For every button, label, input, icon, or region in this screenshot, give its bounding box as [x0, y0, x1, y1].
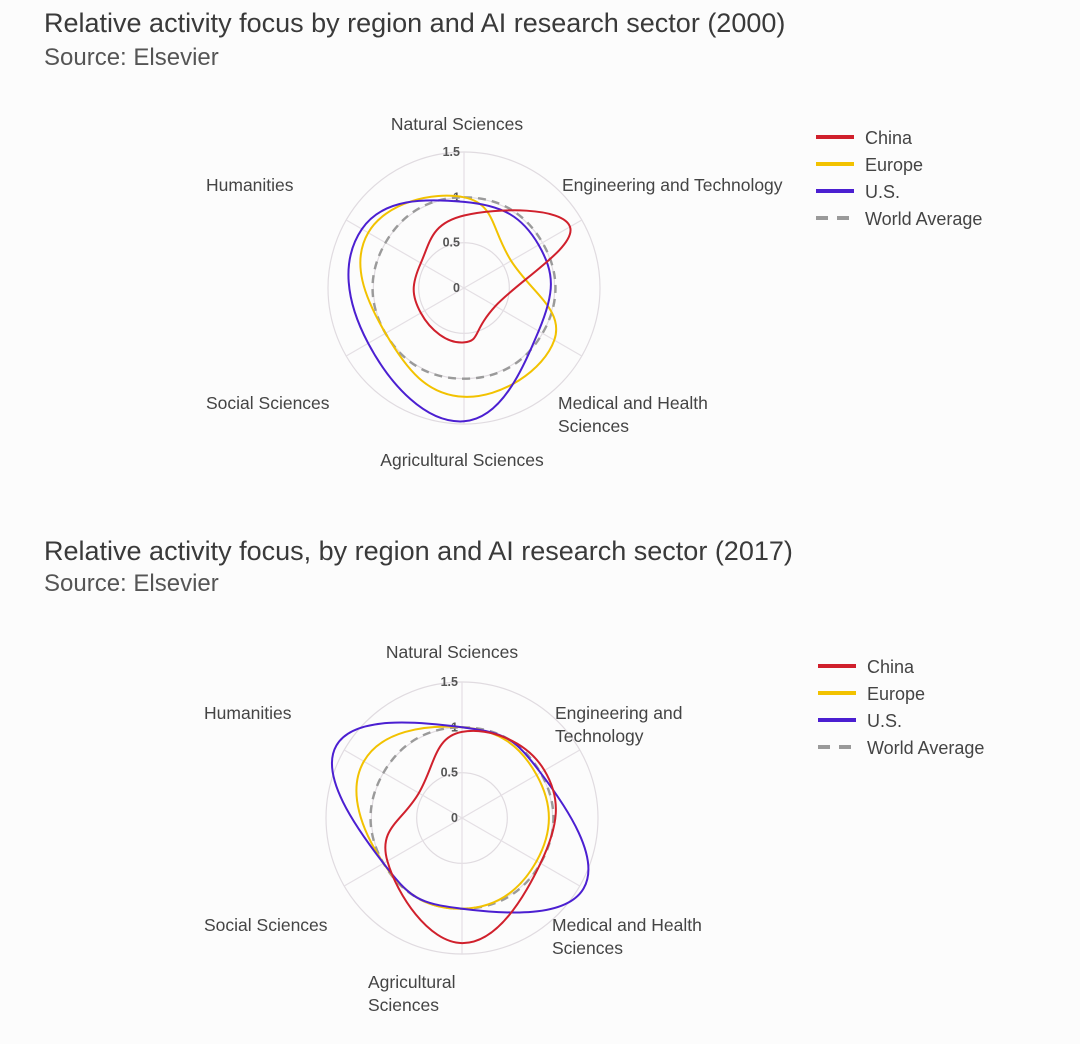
- series-line-world-average: [371, 196, 557, 380]
- tick-label: 0: [451, 811, 458, 825]
- axis-label: Social Sciences: [204, 915, 328, 935]
- legend-label: U.S.: [865, 182, 900, 202]
- chart-title: Relative activity focus, by region and A…: [44, 536, 793, 566]
- axis-label: Engineering and Technology: [562, 175, 783, 195]
- legend: China Europe U.S. World Average: [816, 128, 982, 229]
- series-line-china: [412, 209, 572, 344]
- legend-label: World Average: [865, 209, 982, 229]
- grid-spoke: [345, 287, 465, 357]
- chart-panel-2000: Relative activity focus by region and AI…: [0, 0, 1080, 520]
- legend-item: World Average: [818, 738, 984, 758]
- axis-label: Natural Sciences: [386, 642, 519, 662]
- chart-subtitle: Source: Elsevier: [44, 570, 219, 597]
- chart-subtitle: Source: Elsevier: [44, 44, 219, 71]
- axis-label: Agricultural Sciences: [368, 972, 456, 1015]
- legend-label: U.S.: [867, 711, 902, 731]
- series-line-u-s: [330, 721, 590, 914]
- axis-label: Medical and Health Sciences: [552, 915, 702, 958]
- legend-item: China: [818, 657, 915, 677]
- legend-item: Europe: [816, 155, 923, 175]
- tick-label: 0: [453, 281, 460, 295]
- legend: China Europe U.S. World Average: [818, 657, 984, 758]
- legend-label: China: [867, 657, 915, 677]
- grid-spoke: [461, 817, 581, 887]
- axis-label: Social Sciences: [206, 393, 330, 413]
- legend-item: Europe: [818, 684, 925, 704]
- legend-label: Europe: [865, 155, 923, 175]
- legend-item: U.S.: [816, 182, 900, 202]
- chart-panel-2017: Relative activity focus, by region and A…: [0, 528, 1080, 1044]
- axis-label: Agricultural Sciences: [380, 450, 544, 470]
- legend-item: World Average: [816, 209, 982, 229]
- axis-label: Natural Sciences: [391, 114, 524, 134]
- series-line-china: [384, 730, 557, 945]
- series-line-europe: [359, 194, 558, 398]
- axis-label: Medical and Health Sciences: [558, 393, 708, 436]
- grid-spoke: [461, 749, 581, 819]
- legend-label: World Average: [867, 738, 984, 758]
- grid-spoke: [463, 287, 583, 357]
- grid-spoke: [463, 219, 583, 289]
- grid-spoke: [343, 749, 463, 819]
- chart-title: Relative activity focus by region and AI…: [44, 8, 786, 38]
- grid-spoke: [345, 219, 465, 289]
- axis-label: Humanities: [204, 703, 292, 723]
- tick-label: 1.5: [443, 145, 460, 159]
- legend-item: U.S.: [818, 711, 902, 731]
- axis-label: Humanities: [206, 175, 294, 195]
- legend-label: China: [865, 128, 913, 148]
- grid-spoke: [343, 817, 463, 887]
- legend-label: Europe: [867, 684, 925, 704]
- axis-label: Engineering and Technology: [555, 703, 682, 746]
- radar-grid: [327, 151, 601, 425]
- legend-item: China: [816, 128, 913, 148]
- tick-label: 1.5: [441, 675, 458, 689]
- tick-label: 0.5: [443, 236, 460, 250]
- tick-label: 0.5: [441, 766, 458, 780]
- series-line-u-s: [347, 199, 552, 423]
